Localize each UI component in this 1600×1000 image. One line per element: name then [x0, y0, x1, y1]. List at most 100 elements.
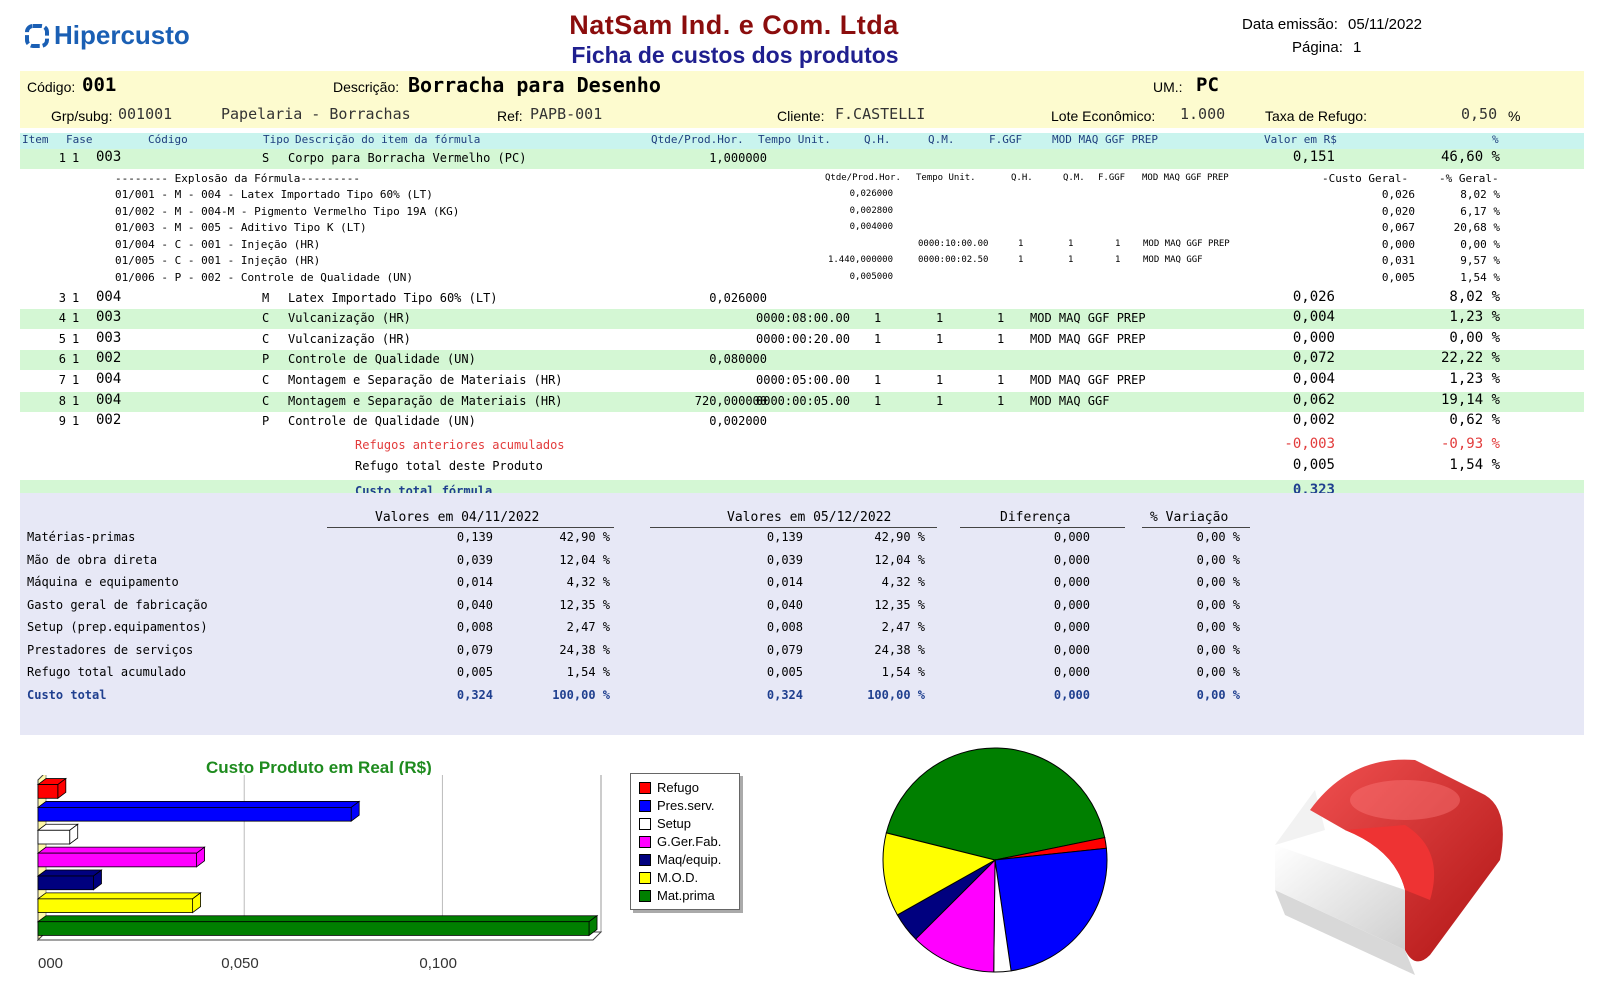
row-value: 0,004 — [1292, 371, 1335, 387]
summary-row-pct-2: 42,90 % — [874, 530, 925, 544]
pie-slice-pres-serv — [994, 847, 1108, 972]
col-mod-maq: MOD MAQ GGF PREP — [1052, 133, 1158, 146]
row-fase: 1 — [72, 311, 80, 325]
legend-swatch — [639, 799, 651, 812]
legend-item: Maq/equip. — [639, 852, 721, 867]
summary-row-value-1: 0,139 — [456, 530, 493, 544]
summary-row-diff: 0,000 — [1053, 642, 1090, 657]
legend-item: Setup — [639, 816, 691, 831]
summary-row-variation: 0,00 % — [1196, 620, 1240, 634]
bar-pres-serv — [36, 800, 361, 822]
summary-row-value-2: 0,014 — [766, 575, 803, 589]
summary-row-pct-2: 24,38 % — [874, 642, 925, 657]
row-qm: 1 — [936, 373, 944, 387]
pie-slice-m-o-d — [882, 832, 997, 916]
legend-item: G.Ger.Fab. — [639, 834, 721, 849]
report-subtitle: Ficha de custos dos produtos — [571, 42, 899, 68]
row-fase: 1 — [72, 394, 80, 408]
summary-col2-underline — [650, 527, 937, 528]
product-ref: PAPB-001 — [530, 105, 603, 123]
summary-row-pct-1: 12,35 % — [559, 597, 610, 612]
refugos-prev-value: -0,003 — [1284, 436, 1335, 452]
row-qm: 1 — [936, 311, 944, 325]
row-fase: 1 — [72, 352, 80, 366]
explosion-line-qtde: 1.440,000000 — [827, 255, 893, 265]
group-name: Papelaria - Borrachas — [221, 105, 411, 123]
row-description: Controle de Qualidade (UN) — [288, 414, 476, 428]
explosion-col-qtde: Qtde/Prod.Hor. — [825, 173, 901, 183]
summary-row-value-2: 0,040 — [766, 597, 803, 612]
legend-swatch — [639, 781, 651, 794]
row-code: 003 — [96, 149, 122, 165]
explosion-line-custo: 0,067 — [1381, 221, 1415, 234]
code-label: Código: — [27, 79, 76, 95]
row-tipo: C — [262, 332, 270, 346]
summary-col2-header: Valores em 05/12/2022 — [727, 510, 892, 525]
summary-row-label: Gasto geral de fabricação — [27, 597, 208, 612]
explosion-line-pct: 20,68 % — [1453, 221, 1500, 234]
row-qtde: 0,002000 — [709, 414, 767, 428]
explosion-line-custo: 0,031 — [1381, 254, 1415, 267]
summary-panel — [20, 493, 1584, 735]
table-column-headers: Item Fase Código Tipo Descrição do item … — [20, 133, 1584, 149]
row-code: 004 — [96, 371, 122, 387]
table-row: 6 1 002 P Controle de Qualidade (UN) 0,080000… — [20, 350, 1584, 370]
summary-row-diff: 0,000 — [1053, 687, 1090, 702]
group-code: 001001 — [118, 105, 173, 123]
summary-col4-header: % Variação — [1150, 510, 1229, 525]
col-qm: Q.M. — [928, 133, 955, 146]
summary-row-label: Setup (prep.equipamentos) — [27, 620, 208, 634]
chart-legend: Refugo Pres.serv. Setup G.Ger.Fab. Maq/equip… — [630, 773, 740, 910]
row-fase: 1 — [72, 151, 80, 165]
row-tempo: 0000:08:00.00 — [756, 311, 850, 325]
summary-row-value-1: 0,040 — [456, 597, 493, 612]
explosion-line-pct: 1,54 % — [1460, 270, 1500, 284]
refugos-total-label: Refugo total deste Produto — [355, 459, 543, 473]
bar-chart: 000 0,050 0,100 — [36, 775, 603, 972]
explosion-line-qm: 1 — [1068, 238, 1074, 249]
legend-label: Mat.prima — [657, 888, 715, 903]
row-qtde: 720,000000 — [694, 394, 767, 408]
row-fase: 1 — [72, 414, 80, 428]
legend-label: M.O.D. — [657, 870, 699, 885]
row-qh: 1 — [874, 332, 882, 346]
col-qtde: Qtde/Prod.Hor. — [651, 133, 744, 146]
legend-label: Maq/equip. — [657, 852, 722, 867]
row-percent: 46,60 % — [1440, 149, 1500, 165]
row-item: 7 — [58, 373, 66, 387]
col-tipo: Tipo — [263, 133, 290, 146]
row-qh: 1 — [874, 311, 882, 325]
row-fase: 1 — [72, 332, 80, 346]
explosion-line-text: 01/001 - M - 004 - Latex Importado Tipo … — [115, 188, 433, 201]
row-tempo: 0000:00:05.00 — [756, 394, 850, 408]
summary-row-variation: 0,00 % — [1196, 687, 1240, 702]
row-mod-maq: MOD MAQ GGF PREP — [1030, 373, 1146, 387]
row-fggf: 1 — [997, 373, 1005, 387]
bar-setup — [36, 823, 79, 845]
product-header-band — [20, 71, 1584, 128]
explosion-line-fggf: 1 — [1115, 238, 1121, 249]
bar-chart-title: Custo Produto em Real (R$) — [206, 758, 432, 777]
col-item: Item — [22, 133, 49, 146]
row-value: 0,026 — [1292, 289, 1335, 305]
product-code: 001 — [82, 74, 117, 96]
row-item: 1 — [58, 151, 66, 165]
row-tempo: 0000:05:00.00 — [756, 373, 850, 387]
row-description: Montagem e Separação de Materiais (HR) — [288, 394, 563, 408]
summary-col1-underline — [327, 527, 614, 528]
explosion-line-pct: 0,00 % — [1460, 237, 1500, 251]
summary-row-pct-1: 1,54 % — [566, 665, 610, 679]
explosion-col-pct: -% Geral- — [1439, 172, 1499, 185]
row-code: 003 — [96, 330, 122, 346]
row-percent: 0,00 % — [1449, 330, 1500, 346]
legend-label: Pres.serv. — [657, 798, 715, 813]
col-codigo: Código — [148, 133, 188, 146]
row-tipo: C — [262, 394, 270, 408]
page-value: 1 — [1353, 39, 1362, 56]
summary-col1-header: Valores em 04/11/2022 — [375, 510, 540, 525]
lot-label: Lote Econômico: — [1051, 108, 1156, 124]
eraser-product-image — [1275, 759, 1503, 975]
row-code: 002 — [96, 412, 122, 428]
product-description: Borracha para Desenho — [408, 73, 661, 97]
row-description: Vulcanização (HR) — [288, 311, 411, 325]
